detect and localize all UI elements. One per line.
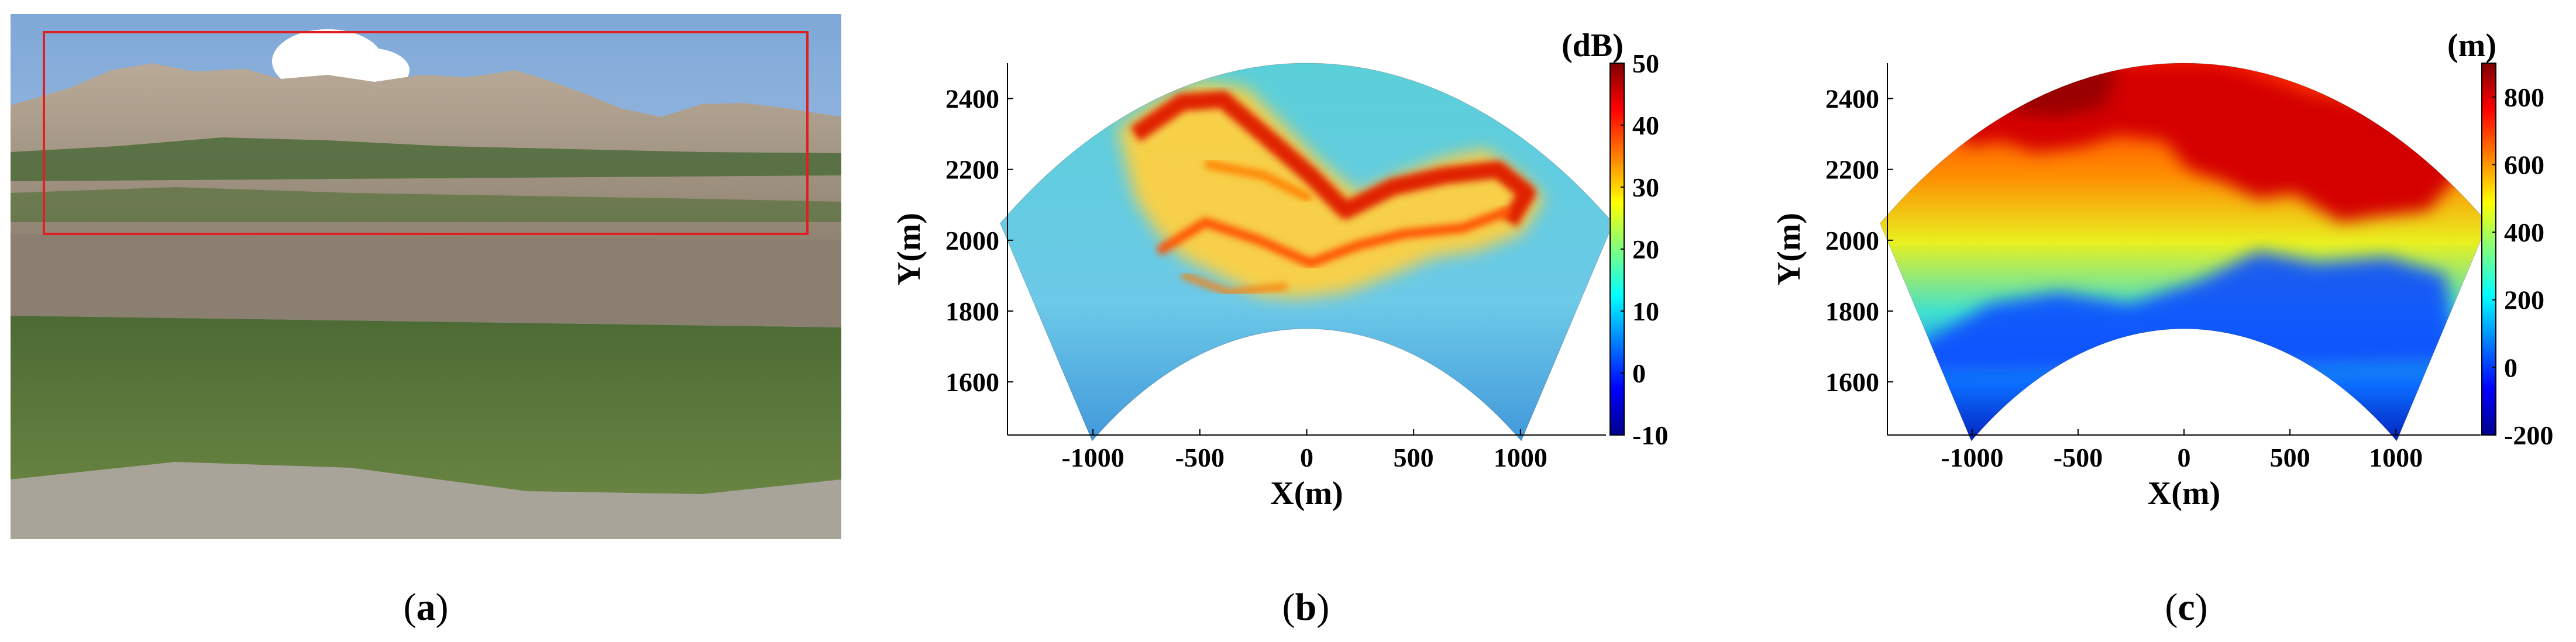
photo-vegetation-band-2 <box>11 187 841 222</box>
panel-b-colorbar-tick-label: 40 <box>1632 111 1659 140</box>
panel-b-colorbar-tick-label: 50 <box>1632 49 1659 78</box>
panel-c-y-tick-label: 2000 <box>1825 226 1879 256</box>
panel-b-x-tick-label: -500 <box>1175 443 1225 472</box>
panel-b-y-tick-label: 2200 <box>945 155 999 185</box>
panel-c-x-tick-label: 0 <box>2178 443 2191 472</box>
panel-b-colorbar-tick-label: -10 <box>1632 420 1668 450</box>
panel-c-chart: -1000 -500 0 500 100016001800200022002400X(m… <box>1771 27 2553 512</box>
panel-c-y-tick-label: 1600 <box>1825 367 1879 397</box>
panel-b-colorbar-tick-label: 0 <box>1632 358 1646 388</box>
panel-b-y-axis-label: Y(m) <box>891 213 927 285</box>
panel-b-x-tick-label: 0 <box>1300 443 1313 472</box>
panel-c-x-tick-label: 1000 <box>2369 443 2423 472</box>
photo-highlight-box <box>43 31 809 235</box>
panel-c-colorbar-tick-label: 800 <box>2504 82 2544 112</box>
panel-b-y-tick-label: 1800 <box>945 296 999 326</box>
panel-c-colorbar-tick-label: 400 <box>2504 218 2544 247</box>
caption-b: (b) <box>1282 586 1330 629</box>
panel-c-colorbar-tick-label: 600 <box>2504 150 2544 180</box>
panel-c-x-tick-label: -500 <box>2054 443 2103 472</box>
panel-b-axes: -1000 -500 0 500 1000 1600 1800 2000 2200 2400 X(m… <box>891 63 1606 512</box>
photo-lower-cliff <box>11 234 841 327</box>
panel-b-x-tick-label: 1000 <box>1494 443 1547 472</box>
panel-c-colorbar-ticks: -200 0 200 400 600 800 <box>2492 82 2553 450</box>
panel-c-heatmap <box>1880 63 2486 441</box>
panel-c-colorbar-tick-label: -200 <box>2504 420 2553 450</box>
panel-c-x-axis-label: X(m) <box>2148 475 2220 512</box>
panel-c-x-tick-label: -1000 <box>1941 443 2003 472</box>
panel-b-y-tick-label: 1600 <box>945 367 999 397</box>
panel-b-x-tick-label: 500 <box>1394 443 1434 472</box>
panel-b-x-tick-label: -1000 <box>1061 443 1124 472</box>
panel-c-colorbar-tick-label: 0 <box>2504 353 2517 382</box>
panel-b-y-tick-label: 2400 <box>945 84 999 114</box>
panel-c-x-tick-label: 500 <box>2270 443 2310 472</box>
panel-c-axes: -1000 -500 0 500 1000 1600 1800 2000 2200 2400 X(m… <box>1771 63 2481 512</box>
panel-c-y-tick-label: 1800 <box>1825 296 1879 326</box>
panel-c-y-tick-label: 2200 <box>1825 155 1879 185</box>
panel-b-colorbar-ticks: -10 0 10 20 30 40 50 <box>1621 49 1668 450</box>
caption-a: (a) <box>404 586 449 629</box>
panel-b-chart: -1000 -500 0 500 100016001800200022002400X(m… <box>891 27 1668 512</box>
panel-c-y-axis-label: Y(m) <box>1771 213 1807 285</box>
photo-village <box>11 462 841 539</box>
panel-c-y-tick-label: 2400 <box>1825 84 1879 114</box>
panel-b-y-tick-label: 2000 <box>945 226 999 256</box>
panel-c-colorbar <box>2481 63 2496 436</box>
panel-b-colorbar-tick-label: 20 <box>1632 234 1659 264</box>
panel-b-colorbar-label: (dB) <box>1562 27 1624 64</box>
caption-c: (c) <box>2165 586 2207 629</box>
panel-b-colorbar-tick-label: 10 <box>1632 296 1659 326</box>
panel-c-colorbar-tick-label: 200 <box>2504 285 2544 315</box>
panel-b-colorbar-tick-label: 30 <box>1632 172 1659 202</box>
panel-c-colorbar-label: (m) <box>2447 27 2496 64</box>
panel-b-heatmap <box>1000 63 1609 441</box>
panel-b-x-axis-label: X(m) <box>1270 475 1343 512</box>
panel-a-photo <box>11 14 841 539</box>
photo-vegetation-band <box>11 137 841 181</box>
